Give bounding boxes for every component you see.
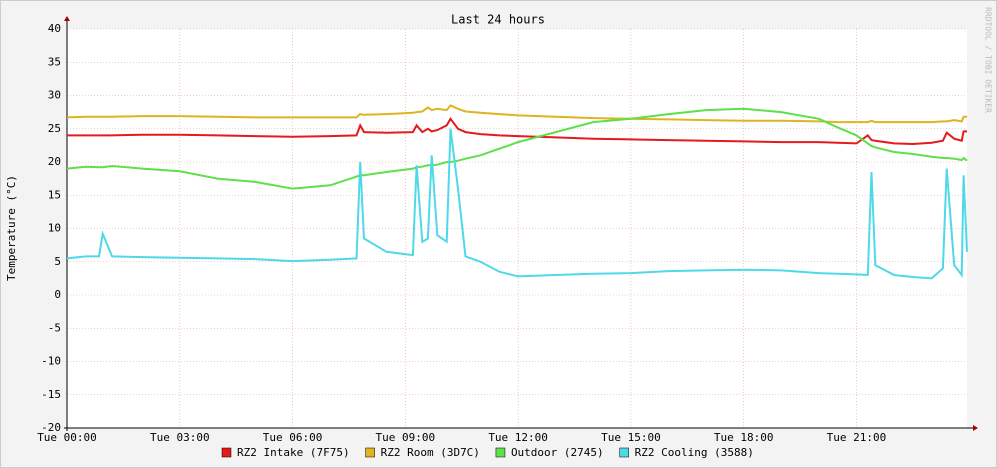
legend-label: RZ2 Cooling (3588) [635,446,754,459]
x-tick-label: Tue 06:00 [263,431,323,444]
y-tick-label: 15 [48,188,61,201]
x-tick-label: Tue 09:00 [376,431,436,444]
legend-swatch [495,447,506,458]
y-tick-label: 30 [48,89,61,102]
legend-label: Outdoor (2745) [511,446,604,459]
series-line [66,104,967,124]
axis-arrow [64,16,70,21]
x-tick-label: Tue 00:00 [37,431,97,444]
y-tick-label: -15 [41,388,61,401]
x-tick-label: Tue 03:00 [150,431,210,444]
x-tick-label: Tue 12:00 [488,431,548,444]
series-line [66,107,968,190]
y-tick-label: 25 [48,122,61,135]
y-tick-label: 0 [54,288,61,301]
y-tick-label: -5 [48,321,61,334]
watermark: RRDTOOL / TOBI OETIKER [984,7,993,113]
legend-label: RZ2 Room (3D7C) [381,446,480,459]
series-line [66,128,968,280]
legend-label: RZ2 Intake (7F75) [237,446,350,459]
chart-title: Last 24 hours [451,13,545,27]
x-tick-label: Tue 15:00 [601,431,661,444]
x-tick-label: Tue 21:00 [827,431,887,444]
axis-arrow [973,425,978,431]
legend-swatch [365,447,375,458]
x-tick-label: Tue 18:00 [714,431,774,444]
series-line [67,116,967,146]
y-tick-label: 35 [48,55,61,68]
y-tick-label: 40 [48,22,61,35]
y-tick-label: -10 [41,355,61,368]
legend-swatch [221,447,232,458]
legend-swatch [619,447,629,458]
y-tick-label: 5 [54,255,61,268]
y-tick-label: -20 [41,421,61,434]
y-tick-label: 10 [48,222,61,235]
y-tick-label: 20 [48,155,61,168]
y-axis-label: Temperature (°C) [5,175,18,281]
